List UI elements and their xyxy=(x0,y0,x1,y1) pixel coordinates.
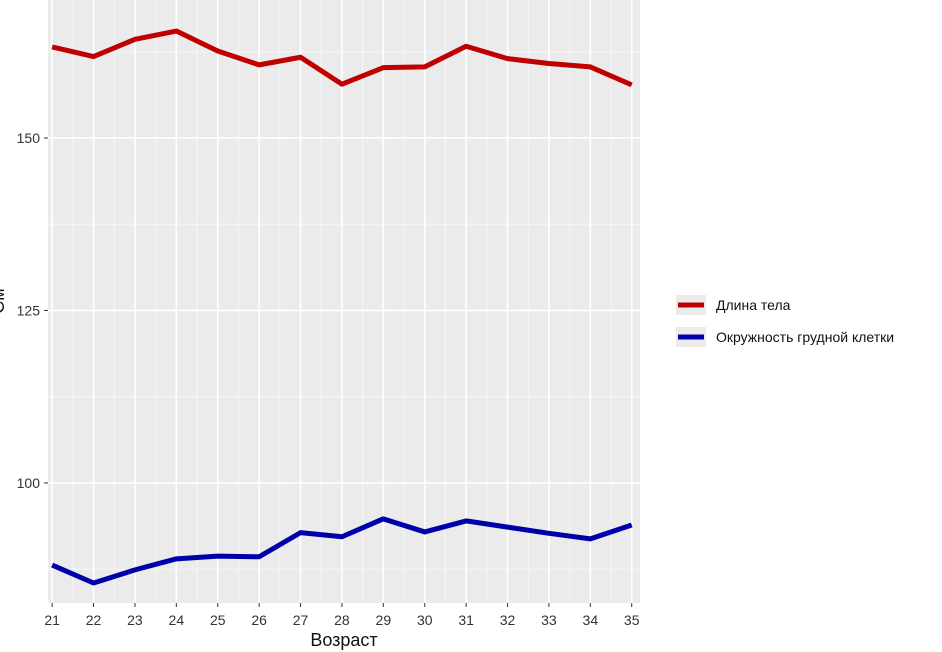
x-tick-label: 24 xyxy=(169,612,185,628)
legend-label-1: Длина тела xyxy=(716,297,791,313)
x-tick-label: 25 xyxy=(210,612,226,628)
y-tick-label: 125 xyxy=(17,302,41,318)
legend: Длина тела Окружность грудной клетки xyxy=(676,295,894,347)
series-line-1 xyxy=(51,28,633,88)
x-tick-label: 28 xyxy=(334,612,350,628)
x-tick-label: 31 xyxy=(458,612,474,628)
series-line-2 xyxy=(51,516,633,586)
y-tick-label: 100 xyxy=(17,475,41,491)
x-tick-label: 33 xyxy=(541,612,557,628)
x-tick-label: 35 xyxy=(624,612,640,628)
x-axis: 21 22 23 24 25 26 27 28 29 30 31 32 33 34 35 xyxy=(44,603,640,628)
x-tick-label: 34 xyxy=(583,612,599,628)
x-tick-label: 22 xyxy=(86,612,102,628)
y-tick-label: 150 xyxy=(17,130,41,146)
grid-layer xyxy=(48,0,640,603)
series-layer xyxy=(51,28,633,586)
x-tick-label: 26 xyxy=(251,612,267,628)
x-tick-label: 27 xyxy=(293,612,309,628)
x-tick-label: 23 xyxy=(127,612,143,628)
x-tick-label: 29 xyxy=(376,612,392,628)
y-axis: 100 125 150 xyxy=(17,130,48,491)
y-axis-title: См xyxy=(0,288,8,313)
legend-label-2: Окружность грудной клетки xyxy=(716,329,894,345)
x-tick-label: 32 xyxy=(500,612,516,628)
x-tick-label: 30 xyxy=(417,612,433,628)
x-tick-label: 21 xyxy=(44,612,60,628)
x-axis-title: Возраст xyxy=(310,630,377,650)
plot-panel xyxy=(48,0,640,603)
